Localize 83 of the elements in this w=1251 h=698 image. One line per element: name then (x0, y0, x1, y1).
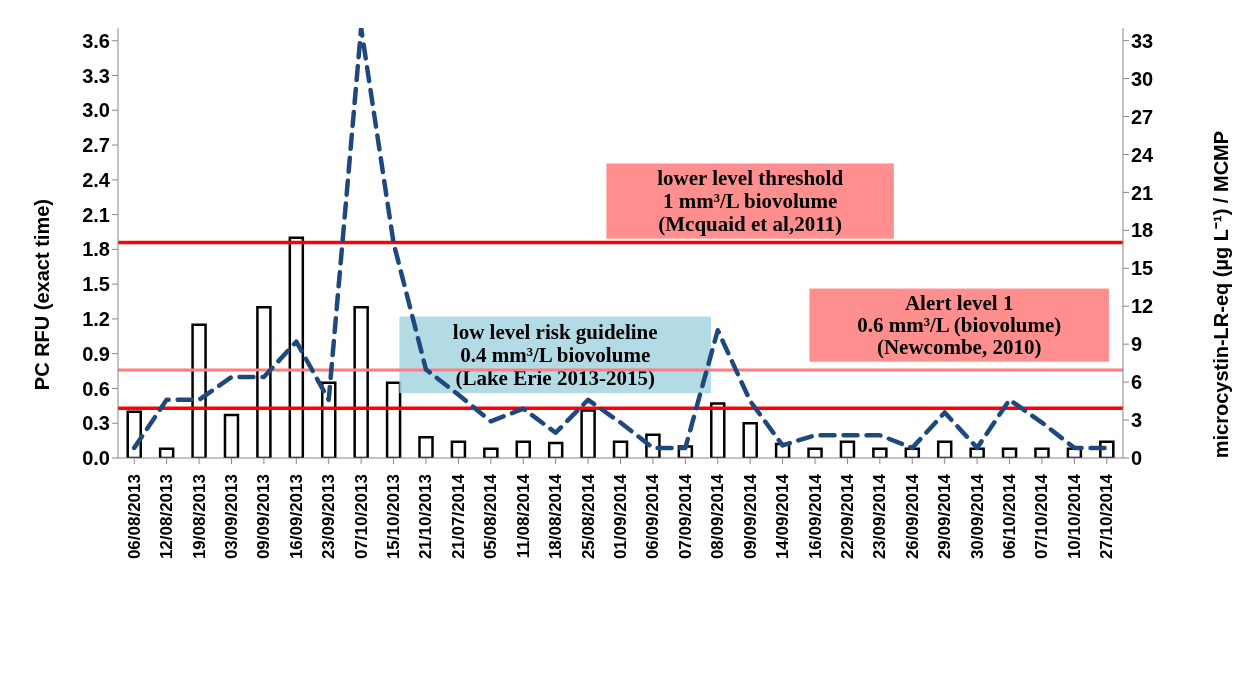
bar (483, 447, 499, 458)
y2-tick-label: 27 (1131, 105, 1154, 128)
y-axis-title: PC RFU (exact time) (31, 199, 53, 391)
y2-tick-label: 6 (1131, 371, 1143, 394)
y2-axis-title: microcystin-LR-eq (µg L⁻¹) / MCMP (1210, 130, 1232, 459)
y2-tick-label: 3 (1131, 409, 1143, 432)
y-tick-label: 2.1 (82, 203, 110, 226)
y-tick-label: 0.9 (82, 342, 110, 365)
x-tick-label: 07/10/2013 (351, 474, 371, 560)
ref-line-label: lower level threshold 1 mm³/L biovolume (Mcquaid et al,2011) (657, 166, 844, 236)
x-tick-label: 14/09/2014 (773, 473, 793, 560)
y-tick-label: 1.5 (82, 273, 110, 296)
bar (936, 440, 953, 458)
bar (969, 447, 985, 458)
bar (223, 413, 240, 458)
x-tick-label: 19/08/2013 (189, 474, 209, 560)
x-tick-label: 06/08/2013 (124, 474, 144, 560)
bar (450, 440, 467, 458)
bar (158, 447, 175, 458)
x-tick-label: 29/09/2014 (935, 473, 955, 560)
x-tick-label: 16/09/2013 (286, 474, 306, 560)
x-tick-label: 18/08/2014 (546, 473, 566, 560)
bar (839, 440, 856, 458)
x-tick-label: 06/10/2014 (1000, 473, 1020, 560)
y-tick-label: 1.2 (82, 308, 110, 331)
x-tick-label: 26/09/2014 (902, 473, 922, 560)
x-tick-label: 15/10/2013 (384, 474, 404, 560)
x-tick-label: 21/07/2014 (448, 473, 468, 560)
x-tick-label: 07/10/2014 (1032, 473, 1052, 560)
y2-tick-label: 21 (1131, 181, 1154, 204)
x-tick-label: 10/10/2014 (1064, 473, 1084, 560)
x-tick-label: 09/09/2014 (740, 473, 760, 560)
y2-tick-label: 0 (1131, 447, 1143, 470)
x-tick-label: 23/09/2013 (319, 474, 339, 560)
x-tick-label: 22/09/2014 (837, 473, 857, 560)
y2-tick-label: 9 (1131, 333, 1143, 356)
bar (515, 440, 532, 458)
y2-tick-label: 18 (1131, 219, 1154, 242)
x-tick-label: 03/09/2013 (221, 474, 241, 560)
y2-tick-label: 30 (1131, 67, 1154, 90)
y-tick-label: 0.0 (82, 447, 110, 470)
y-tick-label: 0.6 (82, 377, 110, 400)
x-tick-label: 30/09/2014 (967, 473, 987, 560)
bar (288, 236, 305, 458)
bar (612, 440, 629, 458)
y2-tick-label: 33 (1131, 29, 1154, 52)
bar (1001, 447, 1018, 458)
y2-tick-label: 24 (1131, 143, 1155, 166)
bar (547, 441, 564, 458)
bar (580, 409, 596, 458)
y-tick-label: 3.3 (82, 64, 110, 87)
x-tick-label: 11/08/2014 (513, 473, 533, 559)
y-tick-label: 3.6 (82, 29, 110, 52)
y-tick-label: 0.3 (82, 412, 110, 435)
x-tick-label: 23/09/2014 (870, 473, 890, 560)
bar (256, 306, 272, 458)
x-tick-label: 09/09/2013 (254, 474, 274, 560)
ref-line-label: Alert level 1 0.6 mm³/L (biovolume) (Newcombe, 2010) (857, 290, 1062, 359)
bar (742, 421, 758, 458)
x-tick-label: 25/08/2014 (578, 473, 598, 560)
line-series (131, 28, 1110, 451)
y-tick-label: 2.4 (82, 168, 111, 191)
x-tick-label: 05/08/2014 (481, 473, 501, 560)
ref-line-label: low level risk guideline 0.4 mm³/L biovolume (Lake Erie 2013-2015) (452, 319, 658, 390)
x-tick-label: 06/09/2014 (643, 473, 663, 560)
bar (1034, 447, 1050, 458)
bar (418, 435, 434, 458)
y2-tick-label: 15 (1131, 257, 1154, 280)
x-tick-label: 01/09/2014 (611, 473, 630, 560)
x-tick-label: 16/09/2014 (805, 473, 825, 560)
bar (872, 447, 888, 458)
x-tick-label: 27/10/2014 (1097, 473, 1117, 560)
y-tick-label: 3.0 (82, 99, 110, 122)
x-tick-label: 08/09/2014 (708, 473, 728, 560)
bar (710, 402, 726, 458)
x-tick-label: 12/08/2013 (157, 474, 177, 560)
y-tick-label: 2.7 (82, 134, 110, 157)
bar (807, 447, 823, 458)
x-tick-label: 21/10/2013 (416, 474, 436, 560)
y-tick-label: 1.8 (82, 238, 110, 261)
bar (353, 306, 369, 458)
y2-tick-label: 12 (1131, 295, 1154, 318)
x-tick-label: 07/09/2014 (675, 473, 695, 560)
